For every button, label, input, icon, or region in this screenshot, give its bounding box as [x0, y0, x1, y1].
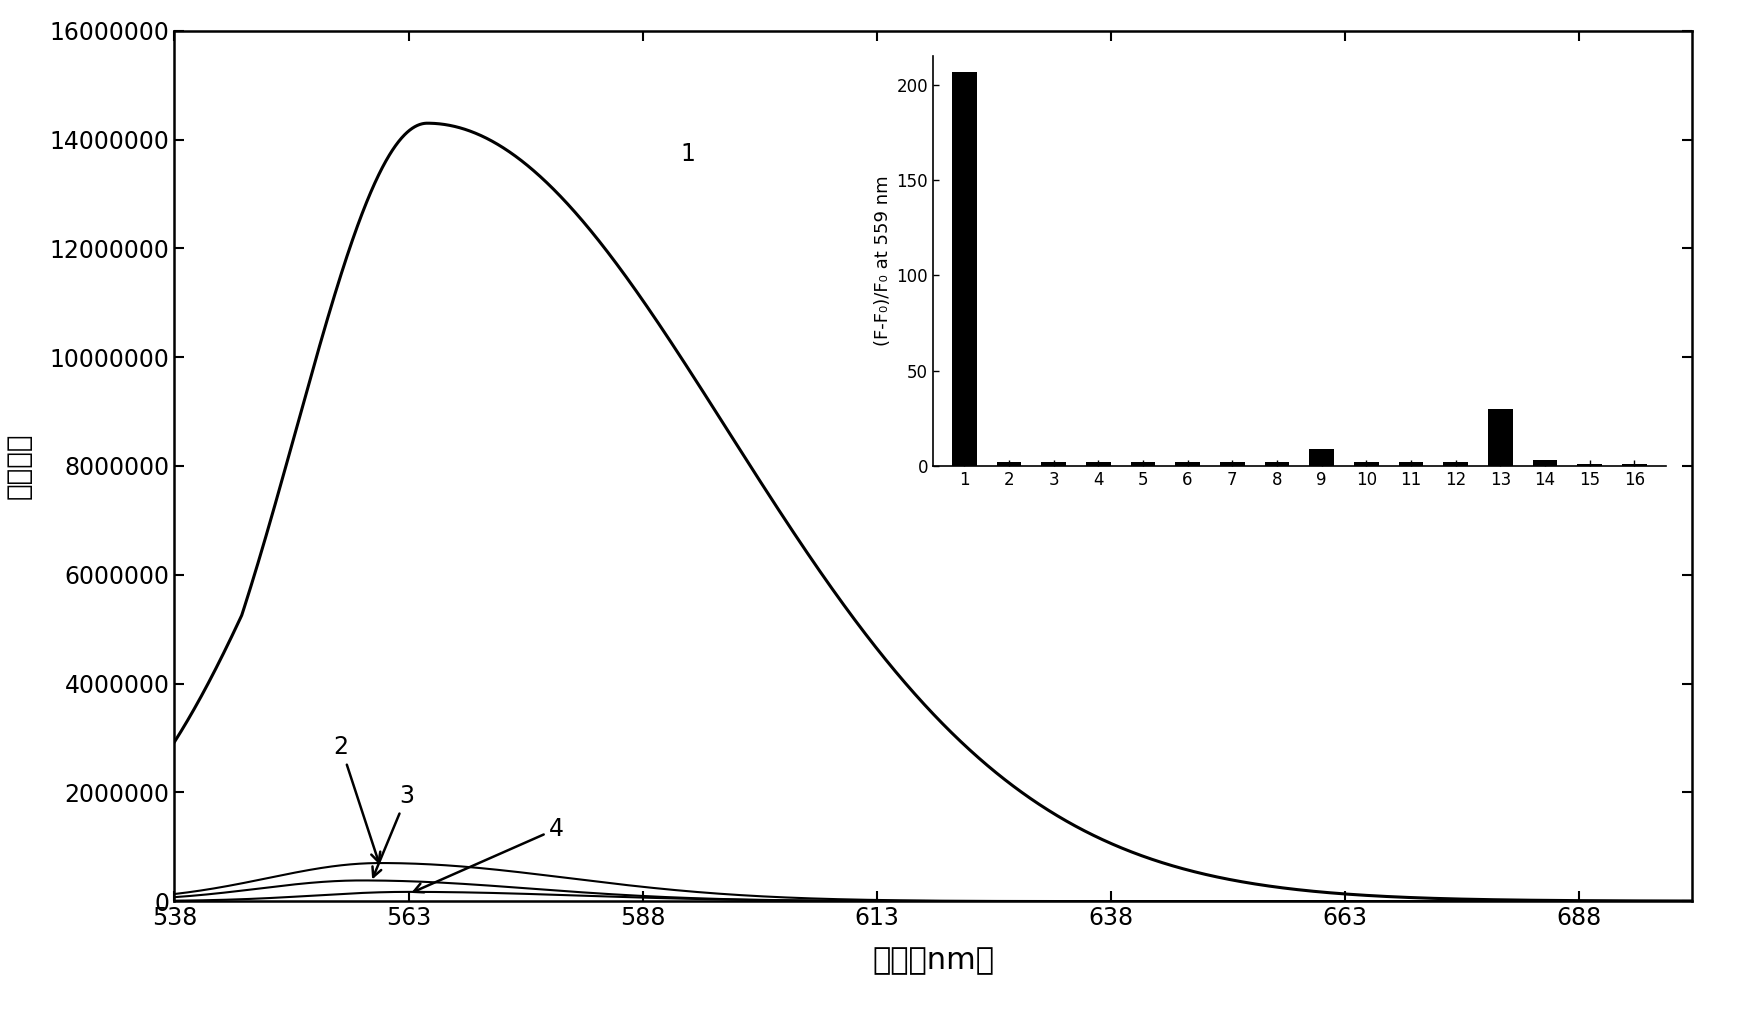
- Bar: [1221, 462, 1245, 466]
- Bar: [1488, 409, 1512, 466]
- Bar: [1399, 462, 1423, 466]
- Bar: [1175, 462, 1200, 466]
- Bar: [1041, 462, 1066, 466]
- Bar: [1130, 462, 1155, 466]
- Text: 3: 3: [373, 784, 413, 877]
- Bar: [952, 72, 977, 466]
- Text: 1: 1: [680, 142, 696, 166]
- Bar: [1087, 462, 1111, 466]
- Bar: [1264, 462, 1289, 466]
- Bar: [1577, 464, 1603, 466]
- Bar: [1444, 462, 1468, 466]
- Bar: [1310, 449, 1334, 466]
- Text: 4: 4: [413, 817, 563, 892]
- Y-axis label: (F-F₀)/F₀ at 559 nm: (F-F₀)/F₀ at 559 nm: [874, 176, 893, 346]
- Bar: [1622, 464, 1646, 466]
- Bar: [1533, 460, 1557, 466]
- X-axis label: 波长（nm）: 波长（nm）: [872, 946, 994, 976]
- Bar: [1353, 462, 1378, 466]
- Text: 2: 2: [333, 735, 380, 862]
- Y-axis label: 荧光强度: 荧光强度: [5, 433, 33, 499]
- Bar: [996, 462, 1022, 466]
